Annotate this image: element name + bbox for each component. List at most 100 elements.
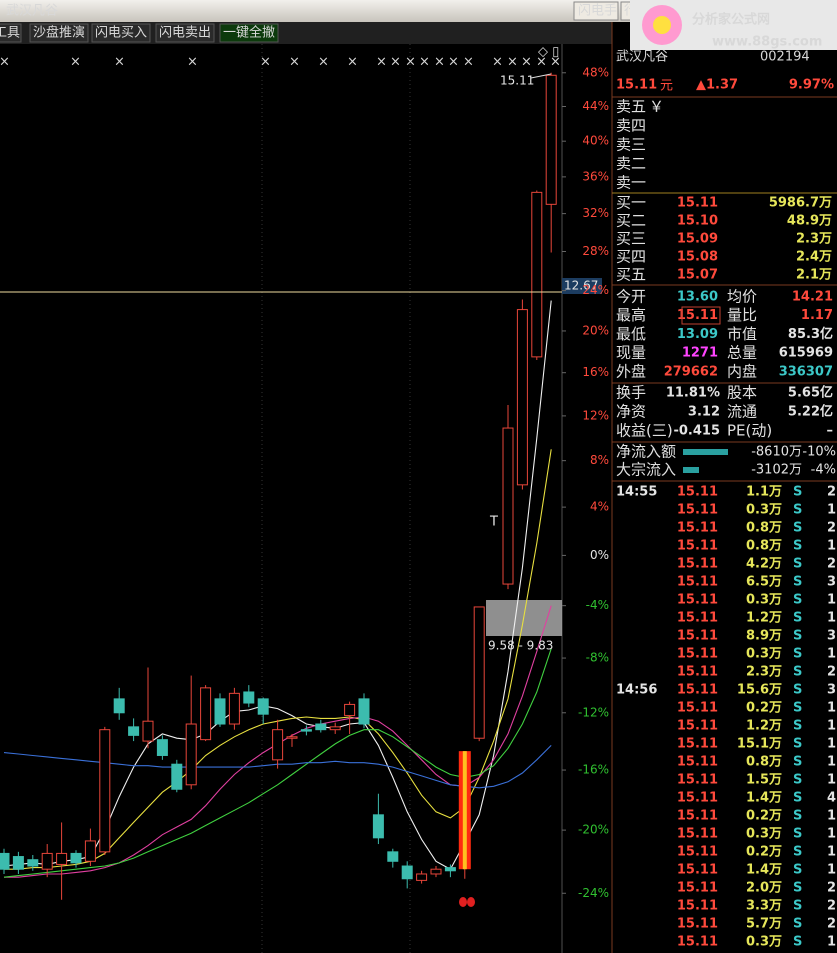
stat-label: 最高	[616, 306, 646, 324]
candle-body	[272, 729, 284, 761]
candle-body	[387, 851, 399, 862]
candle-body	[358, 698, 370, 725]
toolbar-label[interactable]: 闪电卖出	[159, 26, 211, 41]
button-label[interactable]: 闪电手	[578, 4, 617, 19]
tick-volume: 0.2万	[746, 701, 782, 716]
sell-label: 卖四	[616, 117, 646, 135]
tick-side: S	[793, 809, 802, 824]
stat-label: 最低	[616, 325, 646, 343]
tick-count: 2	[827, 899, 836, 914]
tick-volume: 5.7万	[746, 917, 782, 932]
tick-volume: 0.2万	[746, 845, 782, 860]
toolbar-label[interactable]: 工具	[0, 26, 20, 41]
tick-side: S	[793, 665, 802, 680]
tick-volume: 0.8万	[746, 755, 782, 770]
tick-volume: 4.2万	[746, 557, 782, 572]
toolbar-button[interactable]	[0, 23, 22, 43]
candle-body	[41, 852, 53, 870]
buy-volume: 2.1万	[796, 268, 832, 283]
y-tick-label: -12%	[578, 705, 609, 719]
high-box	[681, 306, 721, 325]
tick-volume: 0.3万	[746, 827, 782, 842]
tick-side: S	[793, 845, 802, 860]
candle-body	[99, 729, 111, 853]
candle-body	[444, 867, 456, 872]
price-line-box	[562, 278, 602, 294]
button[interactable]	[573, 1, 619, 21]
signal-marker: ×	[70, 55, 81, 70]
tick-price: 15.11	[677, 539, 718, 554]
candle-body	[315, 723, 327, 731]
toolbar-button[interactable]	[219, 23, 279, 43]
finance-value: 3.12	[688, 405, 720, 420]
y-tick-label: 28%	[582, 244, 609, 258]
tick-volume: 0.3万	[746, 503, 782, 518]
toolbar-button[interactable]	[155, 23, 215, 43]
tick-volume: 1.4万	[746, 791, 782, 806]
candle-body	[12, 856, 24, 870]
signal-marker: ×	[550, 55, 561, 70]
tick-price: 15.11	[677, 773, 718, 788]
chart: × × × × × × × × × × × × × × × × × × × ×	[0, 44, 562, 953]
signal-marker: ×	[114, 55, 125, 70]
tick-count: 2	[827, 521, 836, 536]
candle-body	[257, 698, 269, 715]
tick-volume: 3.3万	[746, 899, 782, 914]
stat-value: 336307	[779, 364, 833, 379]
logo-url: www.88gs.com	[712, 35, 822, 50]
tick-count: 2	[827, 485, 836, 500]
toolbar-label[interactable]: 沙盘推演	[33, 25, 85, 41]
tick-price: 15.11	[677, 665, 718, 680]
tick-price: 15.11	[677, 485, 718, 500]
signal-marker: ×	[492, 55, 503, 70]
buy-label: 买五	[616, 266, 646, 284]
candle-body	[128, 726, 140, 736]
y-tick-label: 8%	[590, 453, 609, 467]
candle-body	[372, 814, 384, 839]
candle-body	[228, 692, 240, 725]
signal-marker: ×	[390, 55, 401, 70]
y-tick-label: -16%	[578, 763, 609, 777]
tick-price: 15.11	[677, 647, 718, 662]
sell-label: 卖三	[616, 136, 646, 154]
tick-count: 1	[827, 701, 836, 716]
buy-price: 15.11	[677, 196, 718, 211]
flow-bar	[683, 467, 699, 473]
stat-label: 总量	[727, 344, 757, 362]
y-tick-label: 32%	[582, 206, 609, 220]
tick-price: 15.11	[677, 683, 718, 698]
candle-body	[156, 739, 168, 756]
toolbar-button[interactable]	[91, 23, 151, 43]
candle-body	[200, 687, 212, 741]
tick-volume: 0.3万	[746, 935, 782, 950]
tick-count: 2	[827, 917, 836, 932]
toolbar-label[interactable]: 一键全撤	[223, 25, 275, 41]
tick-volume: 1.4万	[746, 863, 782, 878]
tick-price: 15.11	[677, 611, 718, 626]
tick-count: 1	[827, 737, 836, 752]
toolbar-label[interactable]: 闪电买入	[95, 26, 147, 41]
finance-label: 股本	[727, 384, 757, 402]
finance-value: –	[827, 424, 834, 439]
y-tick-label: 4%	[590, 500, 609, 514]
tick-side: S	[793, 719, 802, 734]
buy-price: 15.08	[677, 250, 718, 265]
tick-volume: 0.8万	[746, 521, 782, 536]
toolbar-button[interactable]	[29, 23, 89, 43]
tick-side: S	[793, 773, 802, 788]
tick-side: S	[793, 899, 802, 914]
tick-price: 15.11	[677, 593, 718, 608]
logo-name: 分析家公式网	[692, 12, 770, 28]
y-tick-label: 48%	[582, 65, 609, 79]
butterfly-icon	[467, 897, 475, 907]
candle-body	[502, 427, 514, 585]
tick-count: 1	[827, 539, 836, 554]
tick-side: S	[793, 539, 802, 554]
stock-name: 武汉凡谷	[616, 50, 668, 65]
y-tick-label: 36%	[582, 169, 609, 183]
candle-body	[344, 703, 356, 717]
tick-volume: 0.3万	[746, 647, 782, 662]
tick-price: 15.11	[677, 863, 718, 878]
